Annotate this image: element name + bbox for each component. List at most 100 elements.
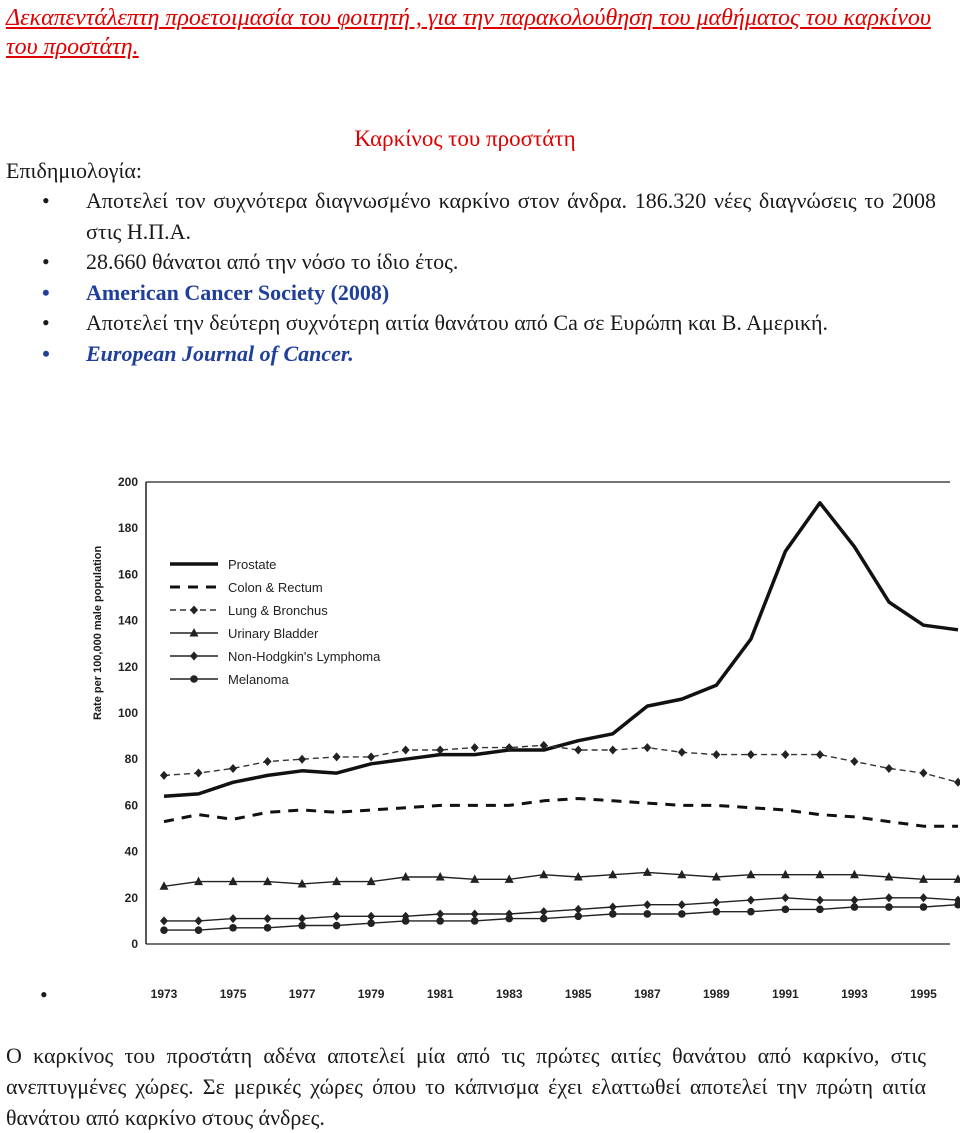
data-point (539, 870, 548, 879)
data-point (781, 870, 790, 879)
x-tick-label: 1991 (772, 987, 799, 1001)
data-point (367, 752, 375, 761)
x-tick-label: 1995 (910, 987, 937, 1001)
data-point (678, 910, 686, 918)
data-point (851, 903, 859, 911)
x-tick-label: 1989 (703, 987, 730, 1001)
data-point (298, 755, 306, 764)
series-line (164, 905, 958, 930)
data-point (367, 919, 375, 927)
list-item-text: 28.660 θάνατοι από την νόσο το ίδιο έτος… (86, 249, 458, 274)
data-point (850, 870, 859, 879)
list-item: • Αποτελεί τον συχνότερα διαγνωσμένο καρκ… (0, 186, 936, 247)
data-point (190, 652, 198, 661)
y-tick-label: 0 (131, 937, 138, 951)
data-point (609, 745, 617, 754)
data-point (746, 870, 755, 879)
list-item-text: Αποτελεί τον συχνότερα διαγνωσμένο καρκί… (86, 188, 936, 244)
data-point (816, 906, 824, 914)
data-point (919, 893, 927, 902)
data-point (402, 745, 410, 754)
x-tick-label: 1987 (634, 987, 661, 1001)
data-point (160, 916, 168, 925)
data-point (402, 917, 410, 925)
data-point (816, 750, 824, 759)
data-point (160, 926, 168, 934)
x-tick-label: 1981 (427, 987, 454, 1001)
data-point (713, 908, 721, 916)
data-point (195, 926, 203, 934)
data-point (782, 906, 790, 914)
y-tick-label: 120 (118, 660, 138, 674)
list-item-source: •American Cancer Society (2008) (0, 278, 936, 309)
epidemiology-list: • Αποτελεί τον συχνότερα διαγνωσμένο καρκ… (0, 186, 936, 369)
data-point (263, 877, 272, 886)
data-point (678, 748, 686, 757)
x-tick-label: 1985 (565, 987, 592, 1001)
data-point (815, 870, 824, 879)
legend-label: Lung & Bronchus (228, 603, 328, 618)
data-point (850, 757, 858, 766)
x-tick-label: 1977 (289, 987, 316, 1001)
data-point (781, 750, 789, 759)
data-point (643, 743, 651, 752)
y-tick-label: 100 (118, 706, 138, 720)
data-point (885, 903, 893, 911)
data-point (954, 874, 960, 883)
bullet-icon: • (42, 186, 50, 217)
list-item-text: Αποτελεί την δεύτερη συχνότερη αιτία θαν… (86, 310, 828, 335)
x-tick-label: 1973 (151, 987, 178, 1001)
data-point (195, 916, 203, 925)
data-point (436, 917, 444, 925)
series-line (164, 799, 958, 827)
data-point (471, 917, 479, 925)
data-point (885, 764, 893, 773)
data-point (954, 901, 960, 909)
data-point (919, 769, 927, 778)
legend-label: Colon & Rectum (228, 580, 323, 595)
data-point (574, 912, 582, 920)
data-point (190, 606, 198, 615)
data-point (609, 910, 617, 918)
series-line (164, 745, 958, 782)
data-point (229, 877, 238, 886)
chart-y-axis-label: Rate per 100,000 male population (92, 546, 104, 720)
data-point (229, 924, 237, 932)
data-point (505, 915, 513, 923)
data-point (781, 893, 789, 902)
data-point (747, 750, 755, 759)
data-point (816, 896, 824, 905)
data-point (401, 872, 410, 881)
data-point (333, 922, 341, 930)
data-point (471, 743, 479, 752)
data-point (332, 877, 341, 886)
bullet-icon: • (42, 339, 50, 370)
bullet-icon: • (42, 247, 50, 278)
data-point (712, 898, 720, 907)
data-point (885, 893, 893, 902)
legend-label: Prostate (228, 557, 276, 572)
data-point (264, 757, 272, 766)
y-tick-label: 200 (118, 475, 138, 489)
data-point (712, 750, 720, 759)
epidemiology-label: Επιδημιολογία: (6, 158, 142, 184)
data-point (194, 877, 203, 886)
list-item: •Αποτελεί την δεύτερη συχνότερη αιτία θα… (0, 308, 936, 339)
data-point (195, 769, 203, 778)
data-point (436, 872, 445, 881)
y-tick-label: 80 (125, 752, 139, 766)
data-point (747, 908, 755, 916)
footer-paragraph: Ο καρκίνος του προστάτη αδένα αποτελεί μ… (6, 1040, 926, 1133)
list-item-text: European Journal of Cancer. (86, 341, 354, 366)
legend-label: Non-Hodgkin's Lymphoma (228, 649, 381, 664)
data-point (678, 900, 686, 909)
data-point (643, 867, 652, 876)
data-point (298, 922, 306, 930)
section-title: Καρκίνος του προστάτη (0, 126, 930, 152)
data-point (920, 903, 928, 911)
x-tick-label: 1983 (496, 987, 523, 1001)
x-tick-label: 1975 (220, 987, 247, 1001)
data-point (574, 745, 582, 754)
data-point (190, 675, 198, 683)
data-point (954, 778, 960, 787)
